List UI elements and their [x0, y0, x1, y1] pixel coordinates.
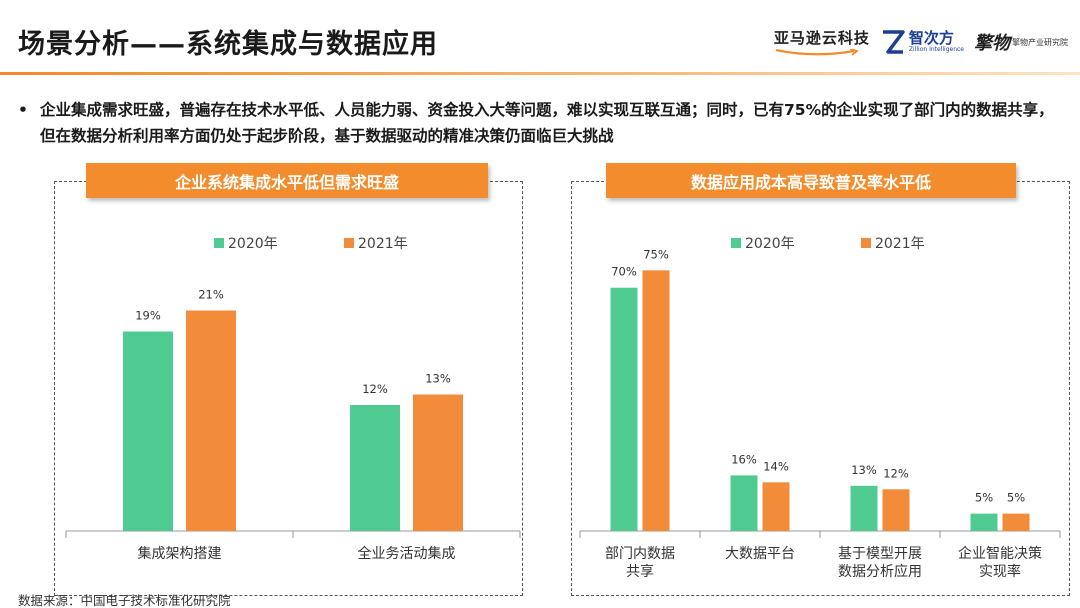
bar [1002, 513, 1030, 531]
bullet-dot: • [18, 101, 28, 119]
category-label: 数据分析应用 [838, 563, 922, 580]
category-label: 共享 [626, 563, 654, 580]
category-label: 集成架构搭建 [138, 545, 222, 562]
zhici-z-icon [882, 30, 905, 54]
bar [970, 513, 998, 531]
data-label: 12% [883, 466, 909, 480]
bar [882, 489, 910, 531]
legend-label: 2020年 [228, 236, 278, 252]
data-label: 21% [198, 288, 224, 302]
data-label: 13% [851, 463, 877, 477]
data-label: 13% [425, 372, 451, 386]
data-label: 75% [643, 247, 669, 261]
category-label: 部门内数据 [605, 546, 675, 562]
legend-swatch [861, 238, 871, 248]
category-label: 全业务活动集成 [358, 545, 456, 562]
legend-label: 2020年 [745, 236, 795, 252]
data-label: 5% [975, 491, 993, 505]
amazon-logo: 亚马逊云科技 [774, 27, 870, 57]
category-label: 基于模型开展 [838, 545, 922, 562]
right-chart-title: 数据应用成本高导致普及率水平低 [606, 163, 1016, 198]
qiao-logo-text: 擎物产业研究院 [1012, 37, 1068, 47]
data-label: 70% [611, 265, 637, 279]
summary-text: 企业集成需求旺盛，普遍存在技术水平低、人员能力弱、资金投入大等问题，难以实现互联… [40, 101, 1054, 145]
zhici-logo-subtext: Zillion Intelligence [908, 46, 964, 53]
data-source: 数据来源：中国电子技术标准化研究院 [18, 593, 231, 608]
zhici-logo-text: 智次方 [908, 29, 954, 47]
bar [850, 485, 878, 531]
amazon-smile-icon [775, 49, 859, 56]
bar [730, 475, 758, 531]
legend-label: 2021年 [358, 236, 408, 252]
data-label: 12% [362, 382, 388, 396]
bar [413, 394, 463, 531]
bar [642, 270, 670, 531]
category-label: 大数据平台 [725, 546, 795, 562]
bar [610, 287, 638, 531]
data-label: 16% [731, 452, 757, 466]
qiao-logo: 擎物 擎物产业研究院 [974, 29, 1068, 55]
zhici-logo: 智次方 Zillion Intelligence [880, 29, 964, 55]
data-label: 19% [135, 309, 161, 323]
qiao-mark: 擎物 [974, 33, 1010, 54]
legend-swatch [214, 238, 224, 248]
bar [762, 482, 790, 531]
summary-bullet: • 企业集成需求旺盛，普遍存在技术水平低、人员能力弱、资金投入大等问题，难以实现… [18, 97, 1068, 149]
category-label: 企业智能决策 [958, 545, 1042, 562]
data-label: 5% [1007, 491, 1025, 505]
title-underline [0, 72, 1080, 75]
legend-swatch [344, 238, 354, 248]
data-label: 14% [763, 459, 789, 473]
bar [123, 331, 173, 531]
page-title: 场景分析——系统集成与数据应用 [18, 29, 438, 60]
legend-swatch [731, 238, 741, 248]
legend-label: 2021年 [875, 236, 925, 252]
category-label: 实现率 [979, 563, 1021, 580]
bar [350, 405, 400, 531]
logo-bar: 亚马逊云科技 智次方 Zillion Intelligence 擎物 擎物产业研… [774, 18, 1068, 66]
amazon-logo-text: 亚马逊云科技 [773, 29, 870, 47]
left-chart-title: 企业系统集成水平低但需求旺盛 [86, 163, 488, 198]
bar [186, 310, 236, 531]
